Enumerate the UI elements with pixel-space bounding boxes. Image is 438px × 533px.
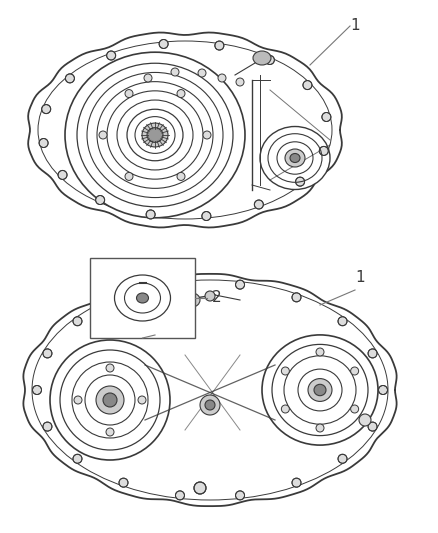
Ellipse shape bbox=[205, 291, 215, 301]
Ellipse shape bbox=[144, 74, 152, 82]
Ellipse shape bbox=[316, 348, 324, 356]
Ellipse shape bbox=[137, 293, 148, 303]
Ellipse shape bbox=[50, 340, 170, 460]
Ellipse shape bbox=[203, 131, 211, 139]
Ellipse shape bbox=[292, 293, 301, 302]
Text: 2: 2 bbox=[212, 290, 222, 305]
Ellipse shape bbox=[351, 367, 359, 375]
Ellipse shape bbox=[73, 317, 82, 326]
Ellipse shape bbox=[25, 275, 395, 505]
Ellipse shape bbox=[125, 173, 133, 181]
Ellipse shape bbox=[106, 428, 114, 436]
Ellipse shape bbox=[119, 478, 128, 487]
Ellipse shape bbox=[338, 454, 347, 463]
Ellipse shape bbox=[198, 69, 206, 77]
Ellipse shape bbox=[184, 293, 200, 307]
Ellipse shape bbox=[351, 405, 359, 413]
Ellipse shape bbox=[253, 51, 271, 65]
Ellipse shape bbox=[254, 200, 263, 209]
Ellipse shape bbox=[159, 39, 168, 49]
Ellipse shape bbox=[292, 478, 301, 487]
Ellipse shape bbox=[215, 41, 224, 50]
Ellipse shape bbox=[322, 112, 331, 122]
Ellipse shape bbox=[308, 378, 332, 401]
Ellipse shape bbox=[265, 55, 274, 64]
Ellipse shape bbox=[260, 126, 330, 190]
Ellipse shape bbox=[200, 395, 220, 415]
Ellipse shape bbox=[285, 149, 305, 167]
Text: 1: 1 bbox=[355, 270, 365, 285]
Ellipse shape bbox=[39, 139, 48, 148]
Ellipse shape bbox=[30, 35, 340, 225]
Ellipse shape bbox=[147, 127, 163, 142]
Ellipse shape bbox=[32, 385, 42, 394]
Ellipse shape bbox=[103, 393, 117, 407]
Ellipse shape bbox=[138, 396, 146, 404]
Ellipse shape bbox=[42, 104, 51, 114]
Ellipse shape bbox=[74, 396, 82, 404]
Ellipse shape bbox=[95, 196, 105, 205]
Ellipse shape bbox=[106, 364, 114, 372]
Ellipse shape bbox=[177, 173, 185, 181]
Ellipse shape bbox=[176, 280, 184, 289]
Ellipse shape bbox=[296, 177, 304, 186]
Ellipse shape bbox=[202, 212, 211, 221]
Ellipse shape bbox=[65, 52, 245, 218]
Ellipse shape bbox=[236, 78, 244, 86]
Ellipse shape bbox=[338, 317, 347, 326]
Ellipse shape bbox=[303, 80, 312, 90]
Bar bbox=[90, 258, 195, 338]
Ellipse shape bbox=[368, 349, 377, 358]
Ellipse shape bbox=[378, 385, 388, 394]
Ellipse shape bbox=[58, 171, 67, 180]
Ellipse shape bbox=[96, 386, 124, 414]
Ellipse shape bbox=[359, 414, 371, 426]
Ellipse shape bbox=[176, 491, 184, 500]
Ellipse shape bbox=[106, 51, 116, 60]
Ellipse shape bbox=[177, 90, 185, 98]
Ellipse shape bbox=[236, 280, 244, 289]
Ellipse shape bbox=[73, 454, 82, 463]
Ellipse shape bbox=[314, 384, 326, 395]
Ellipse shape bbox=[319, 147, 328, 156]
Ellipse shape bbox=[43, 422, 52, 431]
Ellipse shape bbox=[368, 422, 377, 431]
Ellipse shape bbox=[316, 424, 324, 432]
Ellipse shape bbox=[262, 335, 378, 445]
Ellipse shape bbox=[146, 210, 155, 219]
Ellipse shape bbox=[281, 405, 290, 413]
Ellipse shape bbox=[290, 154, 300, 163]
Ellipse shape bbox=[119, 293, 128, 302]
Ellipse shape bbox=[125, 90, 133, 98]
Ellipse shape bbox=[171, 68, 179, 76]
Ellipse shape bbox=[65, 74, 74, 83]
Ellipse shape bbox=[205, 400, 215, 410]
Ellipse shape bbox=[281, 367, 290, 375]
Text: 1: 1 bbox=[350, 18, 360, 33]
Ellipse shape bbox=[43, 349, 52, 358]
Ellipse shape bbox=[142, 123, 168, 147]
Ellipse shape bbox=[99, 131, 107, 139]
Ellipse shape bbox=[194, 482, 206, 494]
Ellipse shape bbox=[236, 491, 244, 500]
Ellipse shape bbox=[218, 74, 226, 82]
